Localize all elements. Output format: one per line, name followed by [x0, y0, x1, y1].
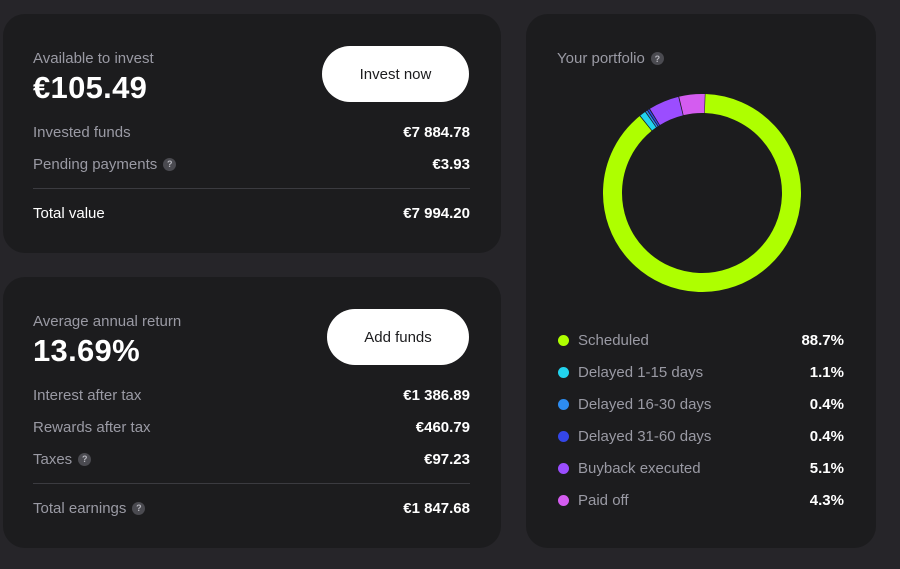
legend-item: Delayed 1-15 days 1.1% — [558, 361, 844, 383]
legend-value: 0.4% — [809, 427, 844, 445]
legend-label: Delayed 31-60 days — [578, 427, 712, 445]
pending-payments-label: Pending payments — [33, 155, 158, 173]
legend-item: Scheduled 88.7% — [558, 329, 844, 351]
taxes-label: Taxes — [33, 450, 73, 468]
average-return-label: Average annual return — [33, 313, 182, 330]
taxes-row: Taxes? €97.23 — [33, 448, 470, 470]
legend-value: 5.1% — [809, 459, 844, 477]
average-return-amount: 13.69% — [33, 333, 140, 368]
invest-now-button[interactable]: Invest now — [322, 46, 469, 102]
help-icon[interactable]: ? — [163, 157, 177, 171]
legend-dot — [558, 462, 569, 474]
legend-label: Scheduled — [578, 331, 649, 349]
total-value-value: €7 994.20 — [403, 204, 470, 222]
total-value-label: Total value — [33, 204, 105, 222]
legend-dot — [558, 494, 569, 506]
divider — [33, 188, 470, 189]
invested-funds-row: Invested funds €7 884.78 — [33, 121, 470, 143]
help-icon[interactable]: ? — [132, 501, 146, 515]
taxes-value: €97.23 — [424, 450, 470, 468]
legend-label: Paid off — [578, 491, 629, 509]
available-to-invest-card: Available to invest €105.49 Invest now I… — [3, 14, 501, 253]
interest-value: €1 386.89 — [403, 386, 470, 404]
rewards-row: Rewards after tax €460.79 — [33, 416, 470, 438]
total-earnings-row: Total earnings? €1 847.68 — [33, 497, 470, 519]
available-label: Available to invest — [33, 50, 154, 67]
legend-value: 4.3% — [809, 491, 844, 509]
legend-value: 1.1% — [809, 363, 844, 381]
portfolio-title: Your portfolio ? — [557, 50, 664, 67]
help-icon[interactable]: ? — [650, 52, 664, 65]
legend-label: Buyback executed — [578, 459, 701, 477]
legend-value: 88.7% — [801, 331, 844, 349]
interest-label: Interest after tax — [33, 386, 142, 404]
portfolio-donut-chart — [603, 94, 801, 292]
legend-label: Delayed 1-15 days — [578, 363, 704, 381]
divider — [33, 483, 470, 484]
pending-payments-row: Pending payments? €3.93 — [33, 153, 470, 175]
pending-payments-value: €3.93 — [432, 155, 470, 173]
legend-dot — [558, 334, 569, 346]
average-return-card: Average annual return 13.69% Add funds I… — [3, 277, 501, 548]
legend-value: 0.4% — [809, 395, 844, 413]
donut-slice — [603, 94, 801, 292]
total-value-row: Total value €7 994.20 — [33, 202, 470, 224]
total-earnings-label: Total earnings — [33, 499, 127, 517]
available-amount: €105.49 — [33, 70, 148, 105]
interest-row: Interest after tax €1 386.89 — [33, 384, 470, 406]
add-funds-button[interactable]: Add funds — [327, 309, 469, 365]
help-icon[interactable]: ? — [78, 452, 92, 466]
rewards-label: Rewards after tax — [33, 418, 151, 436]
legend-dot — [558, 398, 569, 410]
portfolio-card: Your portfolio ? Scheduled 88.7% Delayed 1… — [526, 14, 876, 548]
invested-funds-value: €7 884.78 — [403, 123, 470, 141]
legend-item: Buyback executed 5.1% — [558, 457, 844, 479]
rewards-value: €460.79 — [415, 418, 470, 436]
total-earnings-value: €1 847.68 — [403, 499, 470, 517]
legend-item: Delayed 16-30 days 0.4% — [558, 393, 844, 415]
legend-item: Paid off 4.3% — [558, 489, 844, 511]
invested-funds-label: Invested funds — [33, 123, 131, 141]
portfolio-title-text: Your portfolio — [557, 50, 645, 67]
legend-label: Delayed 16-30 days — [578, 395, 712, 413]
legend-dot — [558, 366, 569, 378]
legend-item: Delayed 31-60 days 0.4% — [558, 425, 844, 447]
legend-dot — [558, 430, 569, 442]
